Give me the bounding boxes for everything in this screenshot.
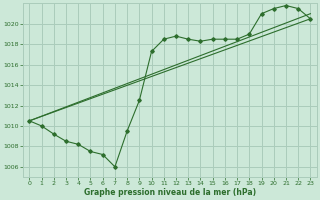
X-axis label: Graphe pression niveau de la mer (hPa): Graphe pression niveau de la mer (hPa) [84,188,256,197]
